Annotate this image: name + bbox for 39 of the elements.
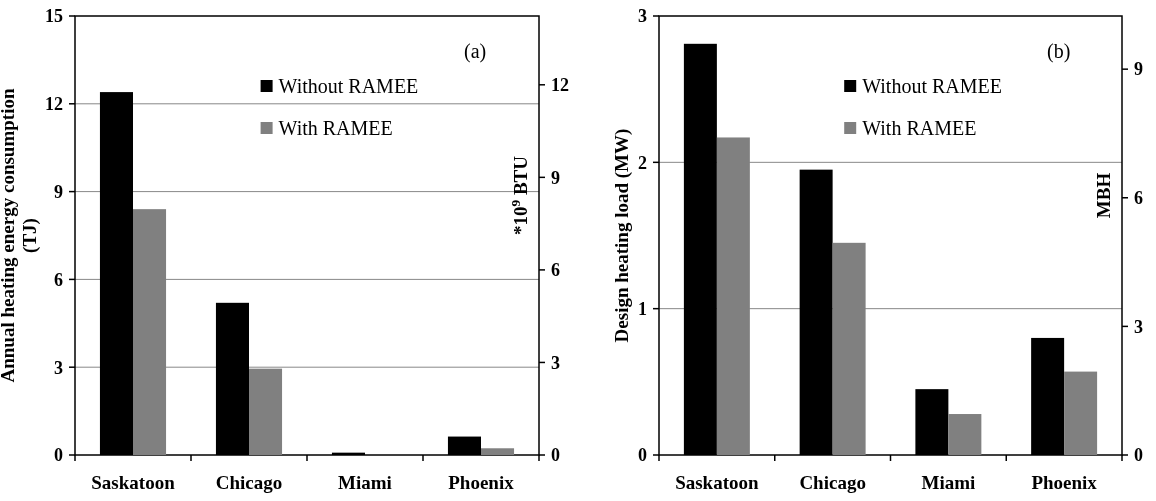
y-tick-label: 2 [638,152,647,173]
y-tick-label: 6 [54,269,63,290]
y2-tick-label: 0 [1134,445,1143,466]
y2-tick-label: 6 [1134,188,1143,209]
x-tick-label: Miami [921,472,976,493]
y2-tick-label: 9 [1134,59,1143,80]
y2-tick-label: 9 [551,167,560,188]
y2-tick-label: 6 [551,260,560,281]
y-tick-label: 0 [54,445,63,466]
y-tick-label: 9 [54,181,63,202]
y2-tick-label: 3 [551,352,560,373]
y-tick-label: 1 [638,298,647,319]
y-tick-label: 12 [45,94,63,115]
y-tick-label: 15 [45,6,63,27]
legend-label: With RAMEE [278,117,393,139]
legend-label: Without RAMEE [278,75,419,97]
x-tick-label: Saskatoon [675,472,760,493]
y-tick-label: 0 [638,445,647,466]
y2-tick-label: 0 [551,445,560,466]
x-tick-label: Chicago [215,472,283,493]
bar [948,414,982,455]
legend-label: With RAMEE [862,117,977,139]
y2-tick-label: 3 [1134,316,1143,337]
y-axis-title: Annual heating energy consumption (TJ) [0,88,42,383]
annotation: (a) [464,40,487,63]
annotation: (b) [1047,40,1071,63]
y-axis-title: Design heating load (MW) [610,128,633,343]
x-tick-label: Saskatoon [91,472,176,493]
bar [1064,371,1098,455]
x-tick-label: Phoenix [448,472,515,493]
y-tick-label: 3 [638,6,647,27]
y2-axis-title: MBH [1093,172,1114,219]
x-tick-label: Phoenix [1031,472,1098,493]
y-tick-label: 3 [54,357,63,378]
x-tick-label: Miami [338,472,392,493]
legend-label: Without RAMEE [862,75,1002,97]
x-tick-label: Chicago [799,472,866,493]
y2-tick-label: 12 [551,75,569,96]
bar [481,448,515,455]
